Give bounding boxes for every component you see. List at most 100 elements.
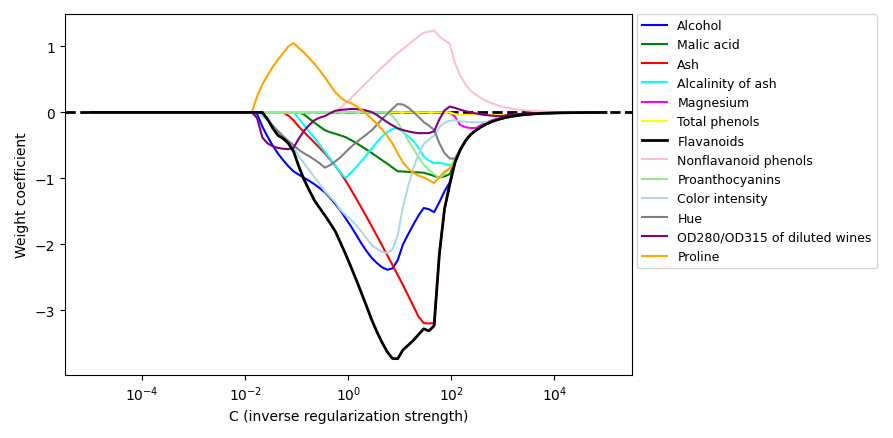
Total phenols (204, 110, 215, 116)
Nonflavanoid phenols (564, 110, 575, 116)
Alcalinity of ash (85, 110, 96, 116)
Malic acid (85, 110, 96, 116)
Total phenols (502, 113, 513, 119)
Alcohol (580, 111, 590, 116)
Ash (601, 110, 612, 116)
Proanthocyanins (434, 176, 445, 181)
Alcalinity of ash (564, 111, 575, 116)
Alcohol (204, 110, 215, 116)
Proline (601, 110, 612, 116)
Magnesium (204, 110, 215, 116)
Hue (403, 106, 413, 111)
OD280/OD315 of diluted wines (85, 110, 96, 116)
Malic acid (351, 141, 362, 146)
Ash (351, 196, 362, 201)
Alcohol (564, 111, 575, 116)
Ash (204, 110, 215, 116)
Nonflavanoid phenols (580, 110, 590, 116)
Proanthocyanins (351, 110, 362, 116)
Hue (320, 166, 330, 171)
Color intensity (382, 251, 393, 256)
Magnesium (351, 110, 362, 116)
Color intensity (85, 110, 96, 116)
Proline (184, 110, 195, 116)
Proline (397, 160, 408, 166)
Proline (585, 111, 596, 116)
OD280/OD315 of diluted wines (283, 147, 294, 152)
Line: Hue: Hue (90, 105, 606, 168)
Color intensity (601, 110, 612, 116)
Hue (356, 137, 367, 142)
Proanthocyanins (601, 110, 612, 116)
Flavanoids (85, 110, 96, 116)
Line: Proanthocyanins: Proanthocyanins (90, 113, 606, 179)
Line: Flavanoids: Flavanoids (90, 113, 606, 359)
Line: Alcohol: Alcohol (90, 113, 606, 270)
Total phenols (351, 110, 362, 116)
Alcohol (351, 232, 362, 237)
Proline (356, 108, 367, 113)
Magnesium (184, 110, 195, 116)
Magnesium (601, 110, 612, 116)
Line: Proline: Proline (90, 44, 606, 184)
Alcohol (85, 110, 96, 116)
OD280/OD315 of diluted wines (445, 105, 455, 110)
Hue (204, 110, 215, 116)
Malic acid (392, 169, 403, 174)
Legend: Alcohol, Malic acid, Ash, Alcalinity of ash, Magnesium, Total phenols, Flavanoid: Alcohol, Malic acid, Ash, Alcalinity of … (638, 15, 877, 268)
Total phenols (392, 110, 403, 116)
Total phenols (564, 111, 575, 116)
Magnesium (392, 110, 403, 116)
Nonflavanoid phenols (601, 110, 612, 116)
Magnesium (471, 126, 481, 131)
Color intensity (580, 111, 590, 116)
Color intensity (184, 110, 195, 116)
Alcalinity of ash (580, 111, 590, 116)
Y-axis label: Weight coefficient: Weight coefficient (15, 132, 29, 258)
Malic acid (204, 110, 215, 116)
Ash (184, 110, 195, 116)
Alcalinity of ash (204, 110, 215, 116)
Ash (85, 110, 96, 116)
Color intensity (564, 111, 575, 116)
Alcohol (397, 242, 408, 247)
Magnesium (580, 111, 590, 116)
Proline (429, 181, 439, 186)
Proline (288, 41, 299, 46)
Proanthocyanins (392, 120, 403, 126)
Alcalinity of ash (340, 176, 351, 181)
Proline (85, 110, 96, 116)
Flavanoids (397, 347, 408, 353)
Magnesium (564, 111, 575, 116)
Alcalinity of ash (397, 130, 408, 135)
Alcohol (382, 268, 393, 273)
OD280/OD315 of diluted wines (397, 128, 408, 134)
Flavanoids (351, 277, 362, 283)
Proanthocyanins (564, 111, 575, 116)
Flavanoids (184, 110, 195, 116)
Hue (570, 111, 580, 116)
Hue (85, 110, 96, 116)
Nonflavanoid phenols (184, 110, 195, 116)
Alcohol (184, 110, 195, 116)
Flavanoids (601, 110, 612, 116)
OD280/OD315 of diluted wines (570, 111, 580, 116)
OD280/OD315 of diluted wines (601, 110, 612, 116)
Ash (580, 111, 590, 116)
Proanthocyanins (85, 110, 96, 116)
Total phenols (580, 111, 590, 116)
Ash (392, 273, 403, 278)
Flavanoids (392, 356, 403, 361)
Alcohol (601, 110, 612, 116)
Proline (204, 110, 215, 116)
OD280/OD315 of diluted wines (356, 108, 367, 113)
Line: Magnesium: Magnesium (90, 113, 606, 129)
Hue (392, 102, 403, 107)
Flavanoids (580, 111, 590, 116)
OD280/OD315 of diluted wines (585, 110, 596, 116)
Ash (564, 111, 575, 116)
Nonflavanoid phenols (392, 51, 403, 57)
Magnesium (85, 110, 96, 116)
Malic acid (434, 175, 445, 180)
Line: Alcalinity of ash: Alcalinity of ash (90, 113, 606, 179)
